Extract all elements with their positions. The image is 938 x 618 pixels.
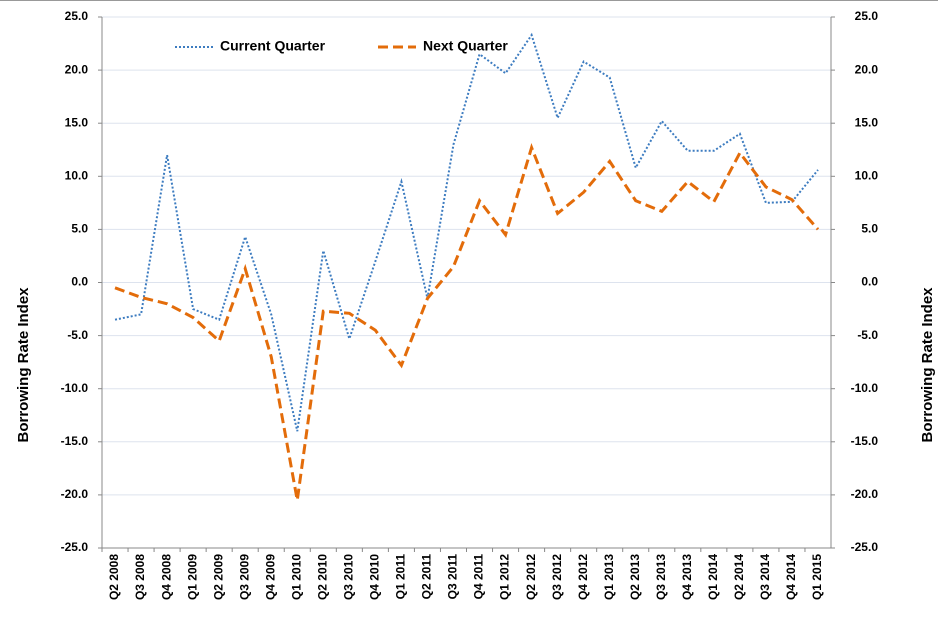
y2-tick-label: -20.0 xyxy=(851,487,879,501)
x-tick-label: Q2 2011 xyxy=(420,554,434,600)
y-tick-label: 15.0 xyxy=(65,115,89,129)
legend-label: Current Quarter xyxy=(220,38,326,54)
x-tick-label: Q3 2011 xyxy=(446,554,460,600)
y-axis-label: Borrowing Rate Index xyxy=(15,287,32,443)
y2-tick-label: -15.0 xyxy=(851,434,879,448)
x-tick-label: Q4 2012 xyxy=(576,554,590,600)
y-tick-label: -15.0 xyxy=(61,434,89,448)
x-tick-label: Q2 2009 xyxy=(211,554,225,600)
y2-tick-label: 0.0 xyxy=(861,275,878,289)
x-tick-label: Q3 2012 xyxy=(550,554,564,600)
x-tick-label: Q1 2012 xyxy=(498,554,512,600)
y-tick-label: -10.0 xyxy=(61,381,89,395)
x-tick-label: Q3 2008 xyxy=(133,554,147,600)
x-tick-label: Q4 2009 xyxy=(263,554,277,600)
y2-tick-label: 15.0 xyxy=(855,115,879,129)
y-tick-label: 25.0 xyxy=(65,9,89,23)
y-tick-label: 0.0 xyxy=(71,275,88,289)
x-tick-label: Q2 2008 xyxy=(107,554,121,600)
x-tick-label: Q1 2015 xyxy=(810,554,824,600)
y2-axis-label: Borrowing Rate Index xyxy=(919,287,936,443)
data-line xyxy=(114,143,820,501)
x-tick-label: Q1 2009 xyxy=(185,554,199,600)
x-tick-label: Q4 2010 xyxy=(368,554,382,600)
x-tick-label: Q4 2011 xyxy=(472,554,486,600)
x-tick-label: Q3 2010 xyxy=(342,554,356,600)
y2-tick-label: 25.0 xyxy=(855,9,879,23)
x-tick-label: Q2 2013 xyxy=(628,554,642,600)
x-tick-label: Q2 2014 xyxy=(732,554,746,600)
y2-tick-label: 10.0 xyxy=(855,168,879,182)
x-tick-label: Q2 2012 xyxy=(524,554,538,600)
x-tick-label: Q4 2008 xyxy=(159,554,173,600)
y-tick-label: 20.0 xyxy=(65,62,89,76)
x-tick-label: Q1 2011 xyxy=(394,554,408,600)
y-tick-label: 5.0 xyxy=(71,222,88,236)
x-tick-label: Q4 2013 xyxy=(680,554,694,600)
x-tick-label: Q1 2014 xyxy=(706,554,720,600)
x-tick-label: Q3 2009 xyxy=(237,554,251,600)
x-tick-label: Q3 2013 xyxy=(654,554,668,600)
data-line xyxy=(114,32,819,432)
y2-tick-label: -10.0 xyxy=(851,381,879,395)
y-tick-label: -25.0 xyxy=(61,540,89,554)
y-tick-label: 10.0 xyxy=(65,168,89,182)
legend-label: Next Quarter xyxy=(423,38,508,54)
y-tick-label: -20.0 xyxy=(61,487,89,501)
x-tick-label: Q3 2014 xyxy=(758,554,772,600)
y2-tick-label: 20.0 xyxy=(855,62,879,76)
y2-tick-label: -5.0 xyxy=(857,328,878,342)
x-tick-label: Q1 2013 xyxy=(602,554,616,600)
y2-tick-label: 5.0 xyxy=(861,222,878,236)
y2-tick-label: -25.0 xyxy=(851,540,879,554)
y-tick-label: -5.0 xyxy=(67,328,88,342)
x-tick-label: Q4 2014 xyxy=(784,554,798,600)
x-tick-label: Q1 2010 xyxy=(289,554,303,600)
x-tick-label: Q2 2010 xyxy=(315,554,329,600)
